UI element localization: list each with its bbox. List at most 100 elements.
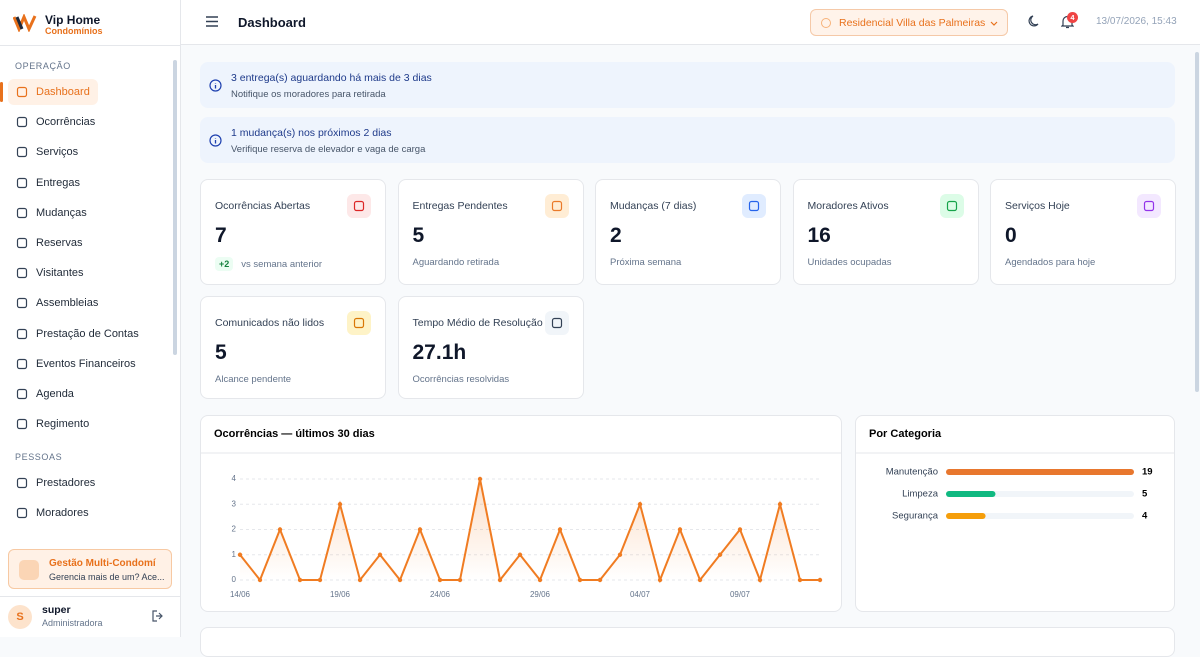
nav-item[interactable]: Visitantes — [8, 260, 92, 286]
nav-item[interactable]: Mudanças — [8, 200, 95, 226]
kpi-subtitle-text: Unidades ocupadas — [807, 257, 892, 268]
logo — [13, 14, 37, 32]
kpi-subtitle: Agendados para hoje — [1005, 257, 1095, 268]
kpi-value: 7 — [215, 224, 227, 247]
point — [597, 577, 603, 583]
notification-badge: 4 — [1067, 12, 1078, 23]
point — [617, 552, 623, 557]
kpi-trend: +2 — [215, 257, 234, 271]
point — [637, 502, 643, 507]
icon-shape — [16, 177, 28, 188]
point — [677, 527, 683, 532]
info-icon — [209, 134, 222, 147]
x-tick-label: 19/06 — [330, 590, 351, 599]
kpi-icon — [939, 194, 964, 218]
user-role: Administradora — [42, 618, 103, 628]
kpi-subtitle-text: Agendados para hoje — [1005, 257, 1096, 268]
nav-label: Entregas — [36, 176, 81, 189]
brand-name: Vip Home — [45, 13, 101, 27]
kpi-subtitle: Alcance pendente — [215, 374, 291, 385]
icon — [946, 200, 957, 212]
kpi-icon — [742, 194, 766, 218]
kpi-value: 27.1h — [412, 341, 467, 364]
nav-item[interactable]: Ocorrências — [8, 109, 103, 135]
chevron — [990, 21, 998, 26]
nav-item[interactable]: Moradores — [8, 500, 97, 526]
user-name: super — [42, 604, 71, 616]
kpi-subtitle-text: Alcance pendente — [215, 374, 292, 385]
icon-shape — [16, 508, 28, 519]
nav-item[interactable]: Prestação de Contas — [8, 321, 147, 347]
kpi-card: Entregas Pendentes 5 Aguardando retirada — [397, 179, 584, 285]
y-tick-label: 2 — [232, 525, 237, 534]
area — [240, 479, 820, 580]
icon-shape — [16, 419, 28, 430]
y-tick-label: 4 — [232, 474, 237, 483]
promo-text: Gerencia mais de um? Ace... — [49, 572, 165, 582]
nav-label: Ocorrências — [36, 116, 96, 129]
nav-item[interactable]: Eventos Financeiros — [8, 351, 144, 377]
category-label: Segurança — [892, 511, 939, 522]
promo-title: Gestão Multi-Condomí — [49, 558, 156, 569]
icon-shape — [16, 207, 28, 218]
bar — [946, 513, 986, 519]
icon-shape — [16, 358, 28, 369]
brand-sub: Condomínios — [45, 26, 103, 36]
icon — [16, 358, 28, 369]
kpi-value: 2 — [610, 224, 622, 247]
nav-item[interactable]: Prestadores — [8, 470, 103, 496]
icon-shape — [16, 237, 28, 249]
promo[interactable]: Gestão Multi-Condomí Gerencia mais de um… — [8, 549, 172, 589]
point — [317, 577, 323, 583]
kpi-card: Comunicados não lidos 5 Alcance pendente — [200, 296, 386, 399]
icon — [16, 477, 28, 489]
icon-shape — [353, 200, 365, 212]
sidebar: Vip Home Condomínios OPERAÇÃO Dashboard Oc… — [0, 0, 181, 637]
kpi-title: Mudanças (7 dias) — [610, 200, 697, 212]
icon-shape — [16, 388, 28, 400]
icon-shape — [16, 477, 28, 489]
kpi-subtitle: Ocorrências resolvidas — [413, 374, 510, 385]
active-indicator — [0, 82, 3, 102]
category-card: Por Categoria Manutenção 19 Limpeza 5 Segura… — [855, 415, 1175, 612]
nav-label: Agenda — [36, 388, 74, 400]
icon-shape — [16, 268, 28, 279]
nav-item[interactable]: Serviços — [8, 139, 86, 165]
x-tick-label: 09/07 — [730, 590, 751, 599]
x-tick-label: 14/06 — [230, 590, 251, 599]
kpi-icon — [347, 311, 371, 335]
icon — [16, 419, 28, 430]
condo-name: Residencial Villa das Palmeiras — [839, 17, 986, 29]
kpi-subtitle-text: Ocorrências resolvidas — [412, 374, 510, 385]
kpi-card: Tempo Médio de Resolução 27.1h Ocorrências… — [397, 296, 584, 399]
icon — [16, 237, 28, 249]
kpi-title: Tempo Médio de Resolução — [412, 317, 543, 329]
section-title: OPERAÇÃO — [15, 61, 71, 71]
info-icon — [209, 79, 222, 92]
menu-button[interactable] — [206, 16, 218, 27]
theme-toggle[interactable] — [1028, 15, 1041, 28]
nav-label: Prestação de Contas — [36, 327, 139, 340]
y-tick-label: 1 — [232, 550, 237, 559]
nav-item[interactable]: Dashboard — [8, 79, 98, 105]
icon-shape — [946, 200, 957, 212]
point — [397, 577, 403, 583]
nav-label: Eventos Financeiros — [36, 357, 136, 370]
nav-item[interactable]: Reservas — [8, 230, 90, 256]
condo-selector[interactable]: Residencial Villa das Palmeiras — [810, 9, 1008, 36]
nav-item[interactable]: Assembleias — [8, 290, 106, 316]
kpi-title: Serviços Hoje — [1005, 200, 1070, 212]
nav-item[interactable]: Entregas — [8, 170, 88, 196]
point — [437, 577, 443, 583]
icon-shape — [16, 298, 28, 309]
kpi-subtitle: Aguardando retirada — [413, 257, 500, 268]
alert: 1 mudança(s) nos próximos 2 dias Verifiqu… — [200, 117, 1175, 163]
nav-item[interactable]: Agenda — [8, 381, 82, 407]
logout[interactable] — [152, 610, 164, 622]
nav-item[interactable]: Regimento — [8, 411, 97, 437]
bar-chart: Por Categoria Manutenção 19 Limpeza 5 Segura… — [856, 428, 1174, 522]
icon — [748, 200, 760, 212]
promo-icon — [19, 560, 39, 580]
scrollbar — [1195, 52, 1199, 392]
